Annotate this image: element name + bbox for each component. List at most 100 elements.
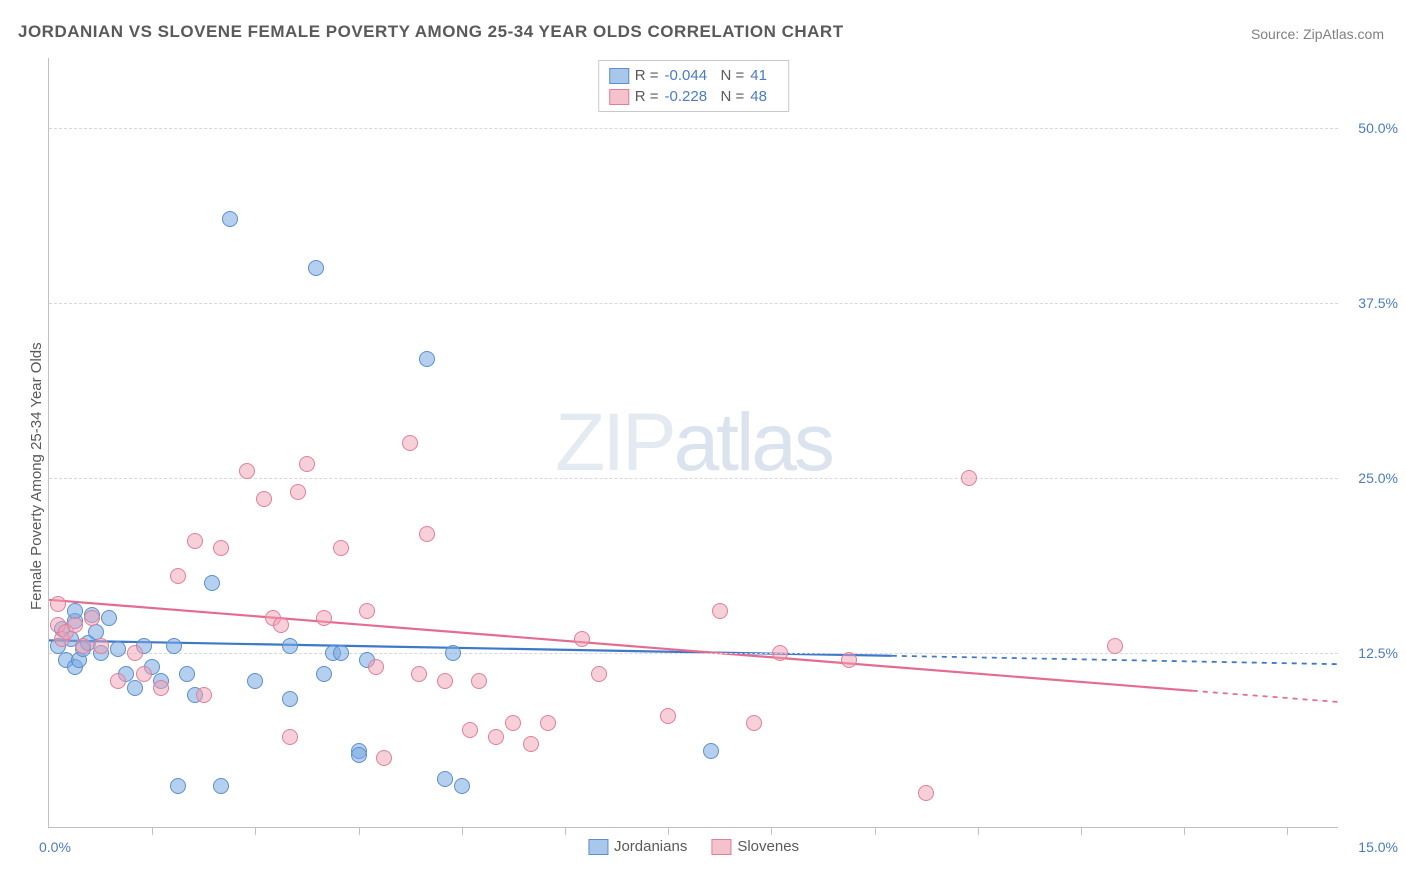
legend-label: Jordanians [614,838,687,855]
data-point [204,575,220,591]
data-point [247,673,263,689]
data-point [67,617,83,633]
data-point [308,260,324,276]
data-point [170,568,186,584]
data-point [170,778,186,794]
series-swatch [609,89,629,105]
data-point [75,638,91,654]
data-point [1107,638,1123,654]
source-attribution: Source: ZipAtlas.com [1251,26,1384,42]
trend-lines [49,58,1339,828]
n-value: 41 [750,67,778,84]
data-point [411,666,427,682]
gridline [49,128,1338,129]
data-point [437,673,453,689]
stats-row: R =-0.228N =48 [609,86,779,107]
data-point [282,729,298,745]
data-point [282,691,298,707]
x-tick [771,827,772,835]
data-point [961,470,977,486]
x-tick [668,827,669,835]
data-point [333,645,349,661]
x-axis-min-label: 0.0% [39,839,71,855]
gridline [49,303,1338,304]
data-point [84,610,100,626]
gridline [49,653,1338,654]
data-point [359,603,375,619]
chart-legend: Jordanians Slovenes [588,838,799,855]
x-tick [565,827,566,835]
r-label: R = [635,67,659,84]
n-label: N = [721,88,745,105]
y-tick-label: 50.0% [1358,120,1398,136]
data-point [368,659,384,675]
data-point [213,540,229,556]
data-point [488,729,504,745]
r-value: -0.228 [665,88,715,105]
data-point [239,463,255,479]
x-tick [1287,827,1288,835]
chart-title: JORDANIAN VS SLOVENE FEMALE POVERTY AMON… [18,22,844,42]
data-point [299,456,315,472]
x-axis-max-label: 15.0% [1358,839,1398,855]
series-swatch [609,68,629,84]
data-point [660,708,676,724]
data-point [290,484,306,500]
data-point [574,631,590,647]
legend-swatch [711,839,731,855]
data-point [213,778,229,794]
data-point [523,736,539,752]
x-tick [1184,827,1185,835]
x-tick [255,827,256,835]
data-point [127,645,143,661]
data-point [540,715,556,731]
x-tick [978,827,979,835]
data-point [471,673,487,689]
data-point [282,638,298,654]
data-point [841,652,857,668]
data-point [445,645,461,661]
y-axis-label: Female Poverty Among 25-34 Year Olds [28,342,45,610]
data-point [196,687,212,703]
y-tick-label: 37.5% [1358,295,1398,311]
data-point [316,666,332,682]
legend-swatch [588,839,608,855]
data-point [454,778,470,794]
data-point [166,638,182,654]
data-point [746,715,762,731]
scatter-chart: ZIPatlas R =-0.044N =41R =-0.228N =48 0.… [48,58,1338,828]
data-point [127,680,143,696]
legend-item: Slovenes [711,838,799,855]
data-point [703,743,719,759]
watermark: ZIPatlas [555,396,832,490]
n-value: 48 [750,88,778,105]
watermark-thin: atlas [674,397,832,488]
correlation-stats-box: R =-0.044N =41R =-0.228N =48 [598,60,790,112]
data-point [93,638,109,654]
data-point [179,666,195,682]
y-tick-label: 12.5% [1358,645,1398,661]
data-point [256,491,272,507]
data-point [316,610,332,626]
y-tick-label: 25.0% [1358,470,1398,486]
data-point [591,666,607,682]
data-point [505,715,521,731]
data-point [153,680,169,696]
x-tick [462,827,463,835]
data-point [419,526,435,542]
data-point [918,785,934,801]
data-point [712,603,728,619]
data-point [376,750,392,766]
data-point [772,645,788,661]
data-point [110,641,126,657]
data-point [50,596,66,612]
x-tick [359,827,360,835]
data-point [110,673,126,689]
x-tick [152,827,153,835]
legend-item: Jordanians [588,838,687,855]
data-point [101,610,117,626]
watermark-bold: ZIP [555,397,674,488]
data-point [187,533,203,549]
data-point [402,435,418,451]
data-point [222,211,238,227]
